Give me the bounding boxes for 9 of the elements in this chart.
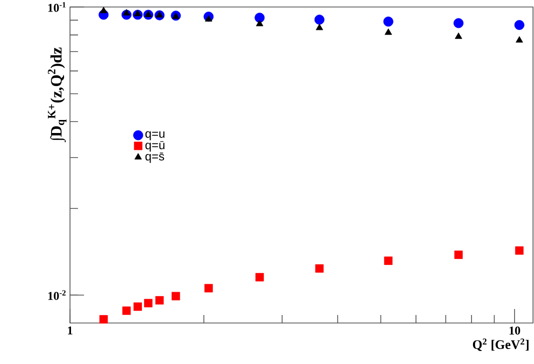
y-tick-label: 10$^{-1}$ <box>48 2 66 12</box>
y-axis-title: ∫D$_{q}$$^{K+}$(z,Q$^{2}$)dz <box>48 48 66 142</box>
x-tick-label: 1 <box>68 326 72 334</box>
legend-label: q=ū <box>145 141 164 152</box>
y-tick-label: 10$^{-2}$ <box>48 290 66 300</box>
legend-label: q=u <box>145 131 164 140</box>
x-axis-title: Q$^{2}$ [GeV$^{2}$] <box>472 338 529 351</box>
x-tick-label: 10 <box>510 326 520 335</box>
legend-label: q=s̄ <box>145 152 164 163</box>
